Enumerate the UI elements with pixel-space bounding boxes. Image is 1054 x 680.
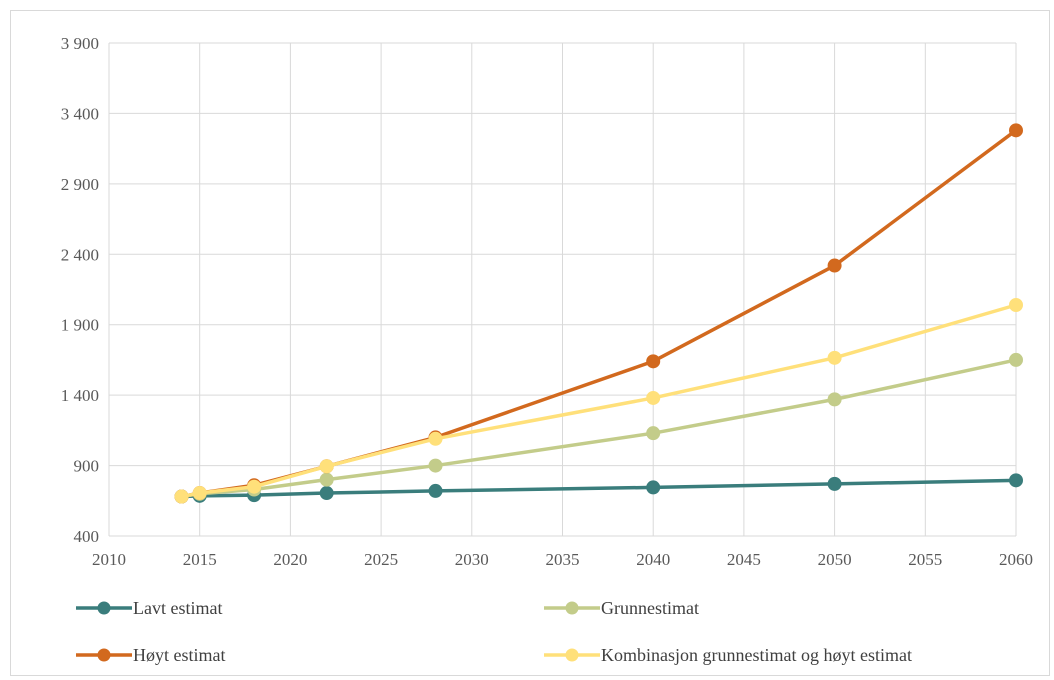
legend-marker [565,601,579,615]
data-point [1009,123,1023,138]
y-tick-label: 1 900 [61,316,99,335]
line-chart: 400 900 1 400 1 900 2 400 2 900 3 400 3 900 2010… [61,34,1033,665]
data-point [192,486,207,501]
data-point [646,426,661,441]
x-tick-label: 2020 [273,550,307,569]
x-tick-label: 2055 [908,550,942,569]
x-tick-label: 2025 [364,550,398,569]
x-tick-label: 2050 [818,550,852,569]
x-tick-label: 2030 [455,550,489,569]
legend-marker [565,648,579,662]
legend-label: Kombinasjon grunnestimat og høyt estimat [601,645,912,665]
legend-label: Grunnestimat [601,598,699,618]
series-line [179,303,1018,499]
chart-frame: 400 900 1 400 1 900 2 400 2 900 3 400 3 900 2010… [10,10,1050,676]
data-point [646,390,661,405]
data-point [319,486,334,501]
series-line [179,478,1018,499]
x-tick-label: 2015 [183,550,217,569]
x-tick-label: 2010 [92,550,126,569]
data-point [1009,297,1023,312]
y-tick-label: 900 [74,457,100,476]
y-tick-label: 3 900 [61,34,99,53]
data-point [827,392,842,407]
data-point [1009,352,1023,367]
y-tick-label: 400 [74,527,100,546]
data-point [319,472,334,487]
data-point [827,350,842,365]
data-point [827,476,842,491]
y-tick-label: 3 400 [61,104,99,123]
data-point [646,480,661,495]
data-point [174,489,189,504]
x-tick-label: 2045 [727,550,761,569]
y-tick-label: 2 900 [61,175,99,194]
x-tick-label: 2060 [999,550,1033,569]
y-tick-label: 1 400 [61,386,99,405]
y-tick-label: 2 400 [61,245,99,264]
data-point [646,354,661,369]
data-point [247,479,262,494]
data-point [428,483,443,498]
data-point [428,431,443,446]
legend-marker [97,648,111,662]
legend-marker [97,601,111,615]
data-point [319,459,334,474]
legend-label: Lavt estimat [133,598,222,618]
data-point [1009,473,1023,488]
x-tick-label: 2035 [546,550,580,569]
data-point [827,258,842,273]
x-tick-label: 2040 [636,550,670,569]
data-point [428,458,443,473]
legend-label: Høyt estimat [133,645,226,665]
